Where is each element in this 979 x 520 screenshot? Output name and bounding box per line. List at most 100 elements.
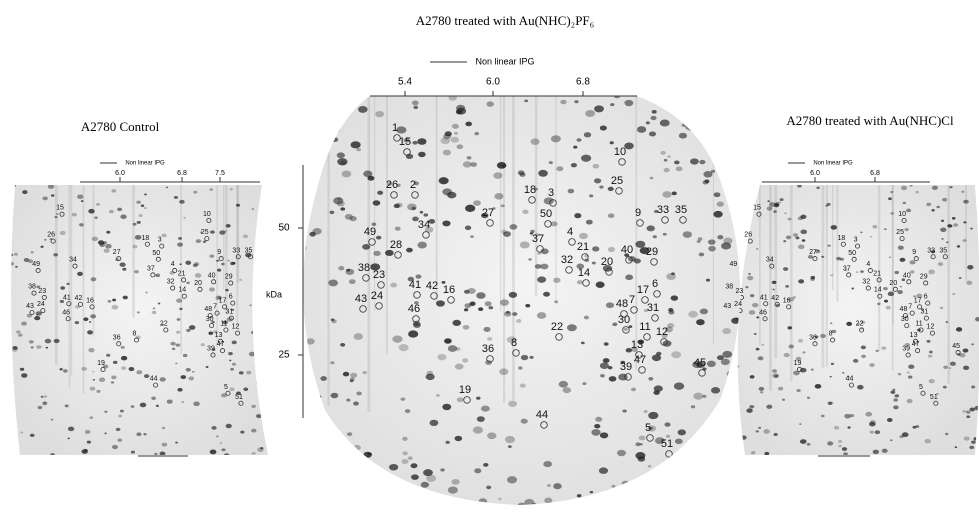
- spot-label: 33: [232, 247, 240, 254]
- gel-spot: [158, 303, 161, 305]
- gel-spot: [494, 193, 503, 200]
- gel-spot: [671, 295, 678, 300]
- gel-spot: [353, 402, 359, 406]
- gel-spot: [679, 133, 687, 139]
- gel-spot: [456, 108, 466, 115]
- gel-spot: [462, 358, 468, 362]
- gel-spot: [690, 158, 699, 164]
- spot-label: 31: [226, 309, 234, 316]
- gel-spot: [48, 184, 54, 189]
- gel-spot: [752, 303, 758, 308]
- ipg-label: Non linear IPG: [125, 161, 165, 167]
- gel-spot: [702, 459, 706, 462]
- gel-spot: [251, 429, 256, 433]
- spot-label: 22: [856, 321, 864, 328]
- gel-spot: [663, 499, 669, 503]
- gel-spot: [891, 391, 896, 394]
- gel-spot: [251, 405, 256, 408]
- gel-spot: [331, 393, 339, 399]
- gel-spot: [743, 470, 750, 475]
- gel-spot: [664, 168, 670, 172]
- gel-spot: [711, 145, 716, 148]
- gel-spot: [953, 223, 958, 227]
- spot-label: 41: [409, 279, 421, 291]
- gel-spot: [693, 393, 703, 400]
- gel-spot: [660, 119, 670, 126]
- gel-spot: [599, 186, 603, 189]
- gel-spot: [136, 201, 140, 204]
- gel-spot: [648, 412, 658, 419]
- spot-label: 8: [511, 337, 517, 349]
- gel-spot: [622, 409, 626, 412]
- gel-spot: [362, 244, 370, 250]
- gel-spot: [313, 449, 323, 456]
- gel-spot: [243, 387, 248, 390]
- gel-spot: [524, 99, 528, 102]
- gel-spot: [802, 239, 806, 242]
- gel-spot: [360, 465, 370, 472]
- gel-spot: [470, 235, 474, 238]
- spot-label: 41: [760, 294, 768, 301]
- gel-spot: [476, 397, 480, 400]
- gel-spot: [288, 335, 298, 342]
- spot-label: 29: [225, 274, 233, 281]
- gel-spot: [955, 446, 957, 448]
- streak: [500, 96, 501, 312]
- gel-spot: [739, 441, 743, 444]
- spot-label: 50: [540, 208, 552, 220]
- gel-spot: [83, 317, 88, 321]
- spot-label: 7: [213, 304, 217, 311]
- gel-spot: [907, 399, 913, 403]
- gel-spot: [160, 377, 166, 381]
- gel-spot: [426, 374, 435, 381]
- gel-spot: [246, 371, 251, 375]
- gel-spot: [88, 348, 94, 353]
- spot-label: 15: [399, 136, 411, 148]
- gel-spot: [735, 199, 740, 203]
- gel-spot: [104, 432, 107, 434]
- gel-spot: [608, 187, 614, 191]
- gel-spot: [610, 141, 614, 144]
- gel-spot: [230, 188, 233, 190]
- streak: [826, 185, 828, 367]
- spot-label: 29: [646, 246, 658, 258]
- gel-spot: [306, 103, 313, 108]
- gel-spot: [24, 258, 30, 262]
- streak: [71, 185, 72, 376]
- gel-spot: [294, 394, 302, 399]
- gel-spot: [226, 224, 231, 228]
- gel-spot: [373, 200, 381, 205]
- ph-tick-label: 6.0: [810, 170, 820, 177]
- gel-spot: [674, 472, 681, 477]
- gel-spot: [121, 356, 127, 361]
- gel-spot: [337, 152, 345, 158]
- gel-spot: [232, 340, 237, 344]
- spot-label: 47: [634, 354, 646, 366]
- gel-spot: [356, 391, 362, 395]
- gel-spot: [696, 319, 705, 325]
- gel-spot: [895, 394, 900, 397]
- gel-spot: [111, 189, 116, 193]
- gel-spot: [651, 485, 657, 489]
- kda-tick-label: 25: [278, 350, 290, 361]
- spot-label: 25: [896, 229, 904, 236]
- gel-spot: [60, 286, 65, 289]
- spot-label: 31: [920, 309, 928, 316]
- gel-spot: [328, 279, 338, 286]
- gel-spot: [721, 242, 731, 249]
- gel-spot: [747, 276, 753, 280]
- spot-label: 45: [694, 357, 706, 369]
- gel-spot: [112, 299, 116, 302]
- gel-spot: [825, 205, 828, 207]
- gel-spot: [936, 206, 939, 208]
- gel-spot: [12, 346, 17, 350]
- gel-spot: [706, 279, 710, 282]
- gel-spot: [486, 101, 493, 106]
- gel-spot: [331, 319, 336, 323]
- gel-spot: [950, 362, 956, 366]
- spot-label: 20: [889, 280, 897, 287]
- gel-spot: [957, 245, 960, 247]
- spot-label: 13: [910, 332, 918, 339]
- gel-spot: [36, 314, 38, 316]
- spot-label: 10: [614, 146, 626, 158]
